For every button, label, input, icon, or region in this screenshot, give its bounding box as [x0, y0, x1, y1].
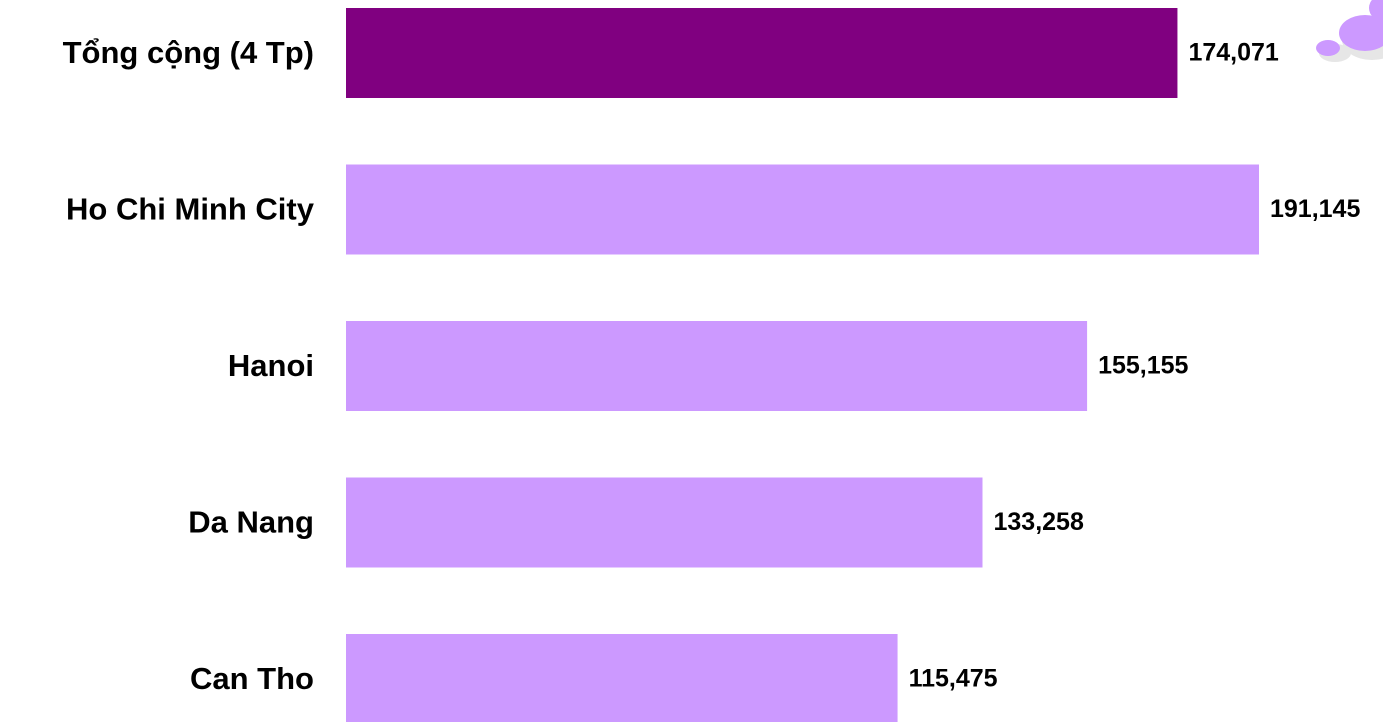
- bar: [346, 477, 983, 568]
- category-label: Ho Chi Minh City: [66, 192, 315, 227]
- bar: [346, 8, 1178, 98]
- value-label: 155,155: [1098, 352, 1188, 380]
- value-label: 174,071: [1188, 39, 1278, 67]
- bar: [346, 634, 898, 722]
- category-label: Da Nang: [188, 505, 314, 540]
- value-label: 133,258: [994, 508, 1084, 536]
- value-label: 115,475: [909, 665, 998, 693]
- bar: [346, 164, 1259, 255]
- category-label: Hanoi: [228, 348, 314, 383]
- value-label: 191,145: [1270, 195, 1360, 223]
- bar: [346, 321, 1088, 411]
- category-label: Tổng cộng (4 Tp): [63, 35, 314, 70]
- category-label: Can Tho: [190, 661, 314, 696]
- decoration: [1316, 0, 1383, 62]
